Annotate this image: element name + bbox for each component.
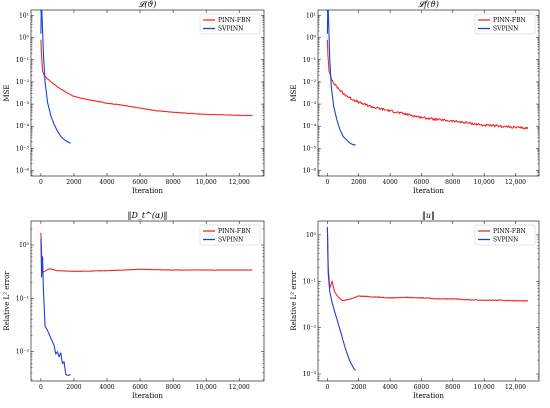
plot-frame <box>30 220 265 382</box>
x-tick-label: 6000 <box>414 179 429 186</box>
y-tick-label: 10⁰ <box>19 35 30 42</box>
x-tick-label: 6000 <box>132 179 147 186</box>
chart-title: 𝓛f(ϑ) <box>418 0 439 9</box>
y-tick-label: 10⁻³ <box>303 101 317 108</box>
legend: PINN-FBN SVPINN <box>199 13 261 35</box>
x-tick-label: 8000 <box>445 384 460 391</box>
y-tick-label: 10¹ <box>306 13 316 20</box>
series-line-pinn-fbn <box>40 39 253 117</box>
x-tick-label: 12,000 <box>229 179 250 186</box>
x-tick-label: 6000 <box>132 384 147 391</box>
series-line-pinn-fbn <box>326 226 529 302</box>
x-tick-label: 8000 <box>165 384 180 391</box>
x-tick-label: 4000 <box>99 384 114 391</box>
series-group <box>40 10 253 144</box>
legend-label-svpinn: SVPINN <box>218 26 243 33</box>
x-tick-label: 10,000 <box>474 179 495 186</box>
x-tick-label: 10,000 <box>196 384 217 391</box>
y-tick-label: 10⁻² <box>303 79 317 86</box>
x-axis-label: Iteration <box>132 392 164 400</box>
x-tick-label: 10,000 <box>474 384 495 391</box>
x-tick-label: 12,000 <box>229 384 250 391</box>
legend-label-svpinn: SVPINN <box>218 237 243 244</box>
series-group <box>40 232 253 376</box>
plot-frame <box>317 220 540 382</box>
y-axis-label: Relative L² error <box>290 271 298 331</box>
legend-label-pinn-fbn: PINN-FBN <box>218 228 251 235</box>
y-tick-label: 10⁻³ <box>16 101 30 108</box>
x-tick-label: 2000 <box>351 384 366 391</box>
x-tick-label: 0 <box>325 179 329 186</box>
legend-label-svpinn: SVPINN <box>493 237 518 244</box>
legend: PINN-FBN SVPINN <box>474 13 536 35</box>
x-tick-label: 10,000 <box>196 179 217 186</box>
y-tick-label: 10⁻¹ <box>16 295 29 302</box>
x-tick-label: 2000 <box>351 179 366 186</box>
x-tick-label: 2000 <box>66 384 81 391</box>
y-tick-label: 10⁻² <box>16 349 30 356</box>
x-tick-label: 0 <box>325 384 329 391</box>
y-tick-label: 10⁻¹ <box>303 278 316 285</box>
x-tick-label: 4000 <box>382 179 397 186</box>
x-tick-label: 6000 <box>414 384 429 391</box>
y-tick-label: 10¹ <box>19 13 29 20</box>
y-axis-label: Relative L² error <box>3 271 11 331</box>
y-tick-label: 10⁰ <box>19 242 30 249</box>
series-group <box>326 226 529 371</box>
x-tick-label: 12,000 <box>505 384 526 391</box>
x-tick-label: 8000 <box>165 179 180 186</box>
x-axis-label: Iteration <box>413 392 445 400</box>
x-axis-label: Iteration <box>132 187 164 195</box>
x-tick-label: 0 <box>39 179 43 186</box>
chart-panel-1: 𝓛(ϑ) 10¹ 10⁰ 10⁻¹ 10⁻² 10⁻³ 10⁻⁴ 10⁻⁵ 10⁻⁶ 0 2000 4… <box>3 0 265 195</box>
series-line-svpinn <box>40 238 71 376</box>
chart-title: 𝓛(ϑ) <box>139 0 157 9</box>
series-line-pinn-fbn <box>40 232 253 273</box>
y-tick-label: 10⁻² <box>16 79 30 86</box>
legend-label-pinn-fbn: PINN-FBN <box>218 17 251 24</box>
x-tick-label: 2000 <box>66 179 81 186</box>
x-tick-label: 4000 <box>99 179 114 186</box>
x-tick-label: 8000 <box>445 179 460 186</box>
series-line-svpinn <box>326 10 356 146</box>
series-line-pinn-fbn <box>326 39 529 130</box>
series-group <box>326 10 529 146</box>
y-tick-label: 10⁻⁴ <box>303 123 317 130</box>
y-tick-label: 10⁻¹ <box>16 57 29 64</box>
legend: PINN-FBN SVPINN <box>199 224 261 246</box>
plot-frame <box>317 9 540 177</box>
x-tick-label: 4000 <box>382 384 397 391</box>
series-line-svpinn <box>40 10 71 144</box>
y-tick-label: 10⁻⁶ <box>16 167 30 174</box>
legend-label-pinn-fbn: PINN-FBN <box>493 17 526 24</box>
x-tick-label: 0 <box>39 384 43 391</box>
legend-label-svpinn: SVPINN <box>493 26 518 33</box>
chart-panel-4: ‖u‖ 10⁰ 10⁻¹ 10⁻² 10⁻³ 0 2000 4000 6000 8000 10,00… <box>290 211 540 400</box>
legend-label-pinn-fbn: PINN-FBN <box>493 228 526 235</box>
y-tick-label: 10⁻⁴ <box>16 123 30 130</box>
y-tick-label: 10⁻⁵ <box>16 145 30 152</box>
y-tick-label: 10⁰ <box>306 232 317 239</box>
x-axis-label: Iteration <box>413 187 445 195</box>
chart-title: ‖u‖ <box>422 211 435 220</box>
y-tick-label: 10⁻¹ <box>303 57 316 64</box>
y-axis-label: MSE <box>290 84 298 101</box>
y-tick-label: 10⁰ <box>306 35 317 42</box>
chart-title: ‖D_t^(α)‖ <box>128 211 168 220</box>
chart-panel-2: 𝓛f(ϑ) 10¹ 10⁰ 10⁻¹ 10⁻² 10⁻³ 10⁻⁴ 10⁻⁵ 10⁻⁶ 0 2000… <box>290 0 540 195</box>
y-tick-label: 10⁻⁵ <box>303 145 317 152</box>
y-tick-label: 10⁻³ <box>303 371 317 378</box>
y-tick-label: 10⁻⁶ <box>303 167 317 174</box>
plot-frame <box>30 9 265 177</box>
x-tick-label: 12,000 <box>505 179 526 186</box>
chart-panel-3: ‖D_t^(α)‖ 10⁰ 10⁻¹ 10⁻² 0 2000 4000 6000 8000 10,… <box>3 211 265 400</box>
legend: PINN-FBN SVPINN <box>474 224 536 246</box>
y-axis-label: MSE <box>3 84 11 101</box>
series-line-svpinn <box>326 228 357 371</box>
y-tick-label: 10⁻² <box>303 325 317 332</box>
